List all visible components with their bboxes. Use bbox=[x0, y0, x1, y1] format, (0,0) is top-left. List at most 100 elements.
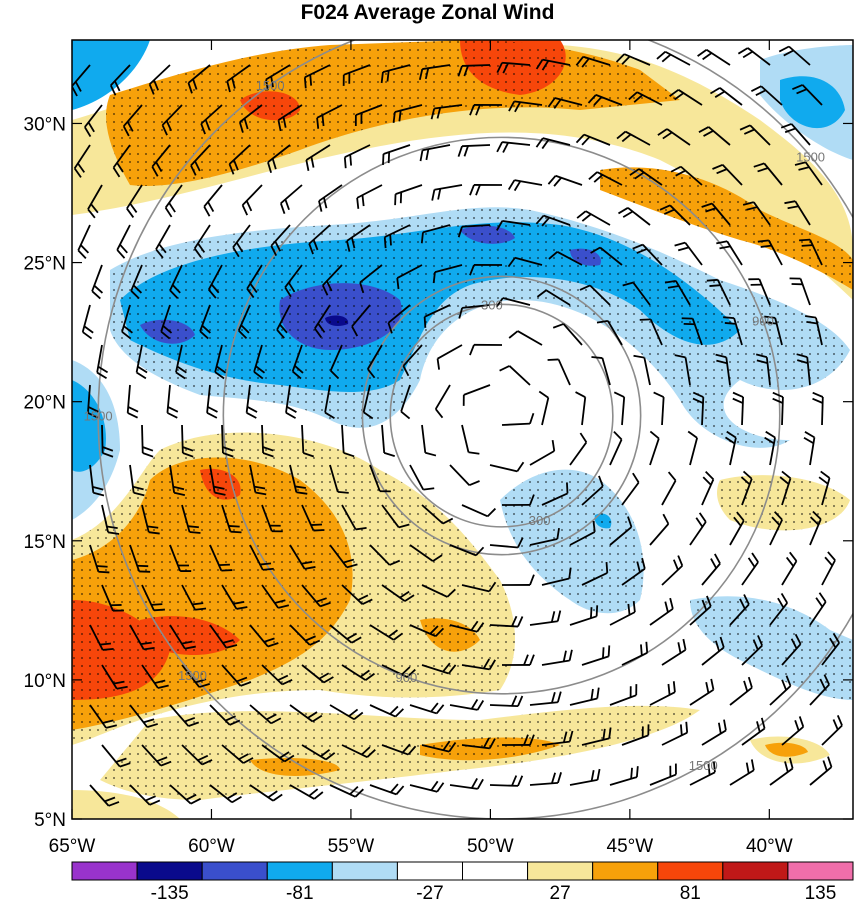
wind-barb-flag bbox=[442, 517, 454, 525]
negative-west-core bbox=[72, 380, 106, 472]
wind-barb-flag bbox=[107, 531, 120, 535]
wind-barb-flag bbox=[195, 607, 207, 611]
wind-barb-staff bbox=[301, 584, 321, 607]
wind-barb-staff bbox=[581, 655, 609, 666]
wind-barb-flag bbox=[228, 525, 240, 528]
wind-barb-flag bbox=[321, 114, 325, 127]
wind-barb-staff bbox=[675, 280, 691, 306]
wind-barb-flag bbox=[476, 700, 485, 711]
wind-barb-flag bbox=[151, 603, 163, 606]
wind-barb-flag bbox=[621, 55, 631, 65]
wind-barb-flag bbox=[389, 234, 392, 246]
wind-barb bbox=[396, 264, 423, 290]
wind-barb bbox=[784, 200, 811, 226]
wind-barb-staff bbox=[301, 744, 327, 761]
wind-barb bbox=[226, 64, 251, 93]
wind-barb-flag bbox=[216, 365, 227, 374]
wind-barb-flag bbox=[354, 788, 364, 798]
wind-barb-flag bbox=[146, 723, 159, 728]
wind-barb bbox=[632, 243, 663, 266]
wind-barb-flag bbox=[621, 133, 632, 143]
wind-barb-flag bbox=[596, 687, 600, 699]
wind-barb-flag bbox=[627, 516, 633, 528]
wind-barb bbox=[469, 104, 503, 116]
wind-barb bbox=[301, 584, 331, 608]
wind-barb-staff bbox=[801, 84, 823, 106]
wind-barb-staff bbox=[649, 523, 670, 546]
wind-barb-flag bbox=[356, 197, 360, 209]
wind-barb-flag bbox=[581, 57, 590, 68]
wind-barb-flag bbox=[697, 48, 708, 57]
wind-barb-flag bbox=[164, 207, 173, 218]
wind-barb-flag bbox=[173, 491, 186, 497]
wind-barb-staff bbox=[424, 304, 451, 318]
wind-barb-staff bbox=[554, 97, 583, 106]
wind-barb-staff bbox=[96, 344, 103, 373]
wind-barb-staff bbox=[529, 781, 558, 786]
wind-barb-staff bbox=[781, 478, 792, 506]
wind-barb-staff bbox=[249, 544, 264, 571]
wind-barb bbox=[169, 624, 196, 650]
wind-barb-staff bbox=[228, 144, 251, 165]
wind-barb-flag bbox=[463, 145, 469, 157]
wind-barb bbox=[155, 224, 171, 259]
wind-barb-staff bbox=[237, 304, 251, 331]
wind-barb-flag bbox=[156, 756, 168, 763]
wind-barb-flag bbox=[153, 608, 165, 612]
wind-barb-flag bbox=[228, 163, 235, 175]
wind-barb-flag bbox=[365, 672, 376, 681]
wind-barb-flag bbox=[716, 240, 728, 245]
wind-barb bbox=[402, 344, 423, 377]
wind-barb bbox=[89, 624, 114, 651]
wind-barb-flag bbox=[351, 636, 362, 644]
wind-barb-staff bbox=[141, 664, 159, 689]
wind-barb-staff bbox=[356, 184, 383, 199]
wind-barb-flag bbox=[387, 322, 393, 334]
wind-barb bbox=[669, 89, 703, 106]
wind-barb bbox=[129, 704, 159, 728]
wind-barb-flag bbox=[785, 556, 795, 567]
wind-barb bbox=[741, 552, 759, 586]
wind-barb bbox=[381, 424, 395, 457]
wind-barb bbox=[199, 304, 211, 340]
wind-barb-staff bbox=[422, 64, 451, 70]
wind-barb-staff bbox=[226, 64, 251, 83]
wind-barb-flag bbox=[607, 645, 611, 657]
wind-barb-flag bbox=[277, 119, 282, 132]
wind-barb-flag bbox=[486, 507, 497, 517]
wind-barb bbox=[781, 716, 805, 746]
wind-barb-flag bbox=[246, 412, 257, 419]
wind-barb-staff bbox=[621, 652, 648, 666]
colorbar-swatch bbox=[396, 861, 463, 881]
wind-barb-flag bbox=[536, 289, 547, 298]
wind-barb bbox=[359, 264, 383, 294]
wind-barb-flag bbox=[777, 597, 785, 609]
wind-barb-staff bbox=[289, 544, 306, 570]
wind-barb-staff bbox=[758, 278, 771, 306]
wind-barb bbox=[129, 464, 145, 497]
wind-barb-flag bbox=[132, 284, 143, 294]
wind-barb bbox=[369, 464, 391, 493]
wind-barb-flag bbox=[238, 329, 248, 340]
wind-barb-staff bbox=[329, 784, 356, 798]
wind-barb-flag bbox=[664, 601, 669, 613]
wind-barb-staff bbox=[741, 727, 766, 746]
wind-barb bbox=[214, 344, 227, 380]
wind-barb bbox=[221, 584, 248, 610]
wind-barb-staff bbox=[529, 620, 558, 626]
wind-barb-flag bbox=[394, 708, 404, 718]
wind-barb-flag bbox=[719, 636, 725, 648]
wind-barb-flag bbox=[305, 635, 316, 642]
wind-barb-flag bbox=[116, 162, 124, 173]
wind-barb bbox=[421, 662, 457, 675]
wind-barb-staff bbox=[661, 396, 665, 426]
wind-barb-flag bbox=[755, 353, 768, 359]
wind-barb-flag bbox=[353, 711, 364, 720]
wind-barb-flag bbox=[140, 641, 152, 646]
wind-barb bbox=[141, 584, 165, 612]
wind-barb-staff bbox=[821, 559, 836, 586]
wind-barb-staff bbox=[110, 64, 131, 86]
wind-barb-staff bbox=[164, 184, 183, 209]
wind-barb-flag bbox=[267, 161, 272, 174]
wind-barb-flag bbox=[206, 412, 218, 419]
